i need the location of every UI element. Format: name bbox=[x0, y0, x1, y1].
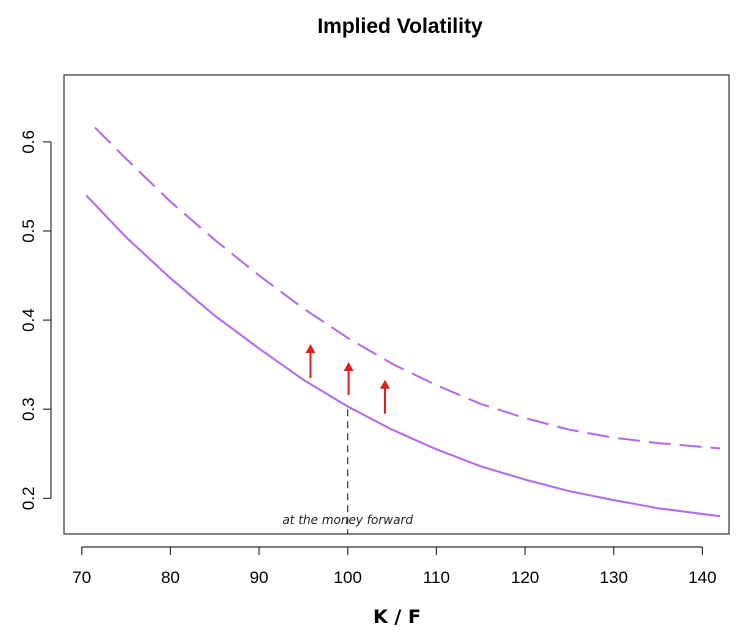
series-line-solid bbox=[85, 194, 721, 518]
annotation-atm-forward: at the money forward bbox=[282, 513, 413, 527]
shift-arrow bbox=[379, 379, 390, 414]
x-tick-label: 130 bbox=[600, 568, 628, 587]
x-tick-label: 140 bbox=[688, 568, 716, 587]
y-tick-label: 0.4 bbox=[19, 308, 38, 332]
y-tick-label: 0.6 bbox=[19, 130, 38, 154]
x-axis-label: K / F bbox=[373, 606, 421, 628]
x-tick-label: 110 bbox=[423, 568, 450, 587]
x-tick-label: 80 bbox=[161, 568, 180, 587]
y-tick-label: 0.5 bbox=[19, 219, 38, 243]
x-tick-label: 70 bbox=[72, 568, 91, 587]
shift-arrow bbox=[343, 361, 354, 395]
x-tick-label: 100 bbox=[334, 568, 362, 587]
y-tick-label: 0.2 bbox=[19, 487, 38, 511]
x-tick-label: 90 bbox=[250, 568, 269, 587]
axis-layer: 70 80 90 100 110 120 130 140 0.2 0.3 0.4 0.5 0.6 bbox=[19, 130, 717, 587]
plot-frame bbox=[63, 74, 730, 535]
x-tick-label: 120 bbox=[511, 568, 539, 587]
series-line-dashed bbox=[94, 126, 721, 450]
plot-layer bbox=[85, 126, 721, 534]
shift-arrow bbox=[305, 344, 316, 379]
y-tick-label: 0.3 bbox=[19, 397, 38, 421]
chart-title: Implied Volatility bbox=[317, 15, 483, 38]
